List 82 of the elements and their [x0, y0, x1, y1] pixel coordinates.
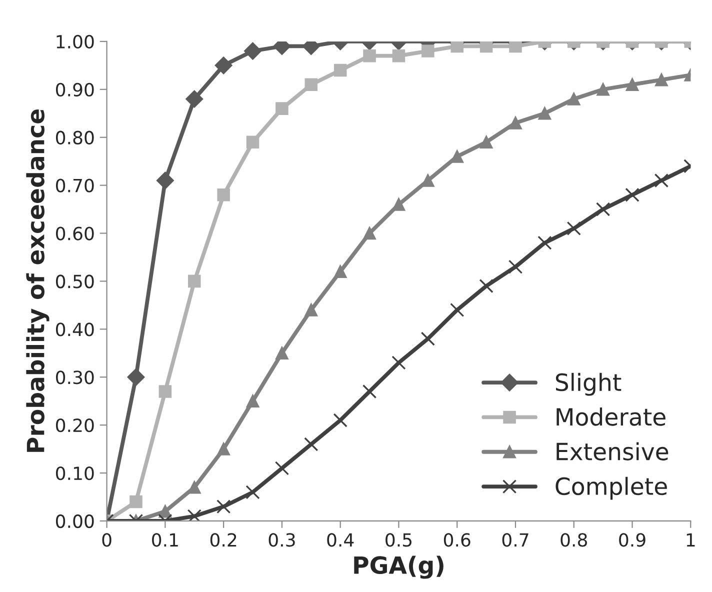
point — [156, 172, 174, 190]
point — [480, 41, 493, 53]
point — [187, 509, 202, 521]
y-tick-label: 0.30 — [56, 370, 94, 384]
point — [244, 42, 262, 60]
y-tick-label: 0.90 — [56, 82, 94, 97]
point — [217, 188, 230, 202]
point — [450, 41, 464, 53]
x-tick-label: 0.4 — [327, 533, 354, 547]
point — [304, 304, 318, 316]
y-tick-label: 0.80 — [56, 130, 94, 144]
point — [596, 83, 610, 96]
point — [246, 136, 260, 149]
point — [422, 174, 434, 187]
x-axis-title: PGA(g) — [354, 556, 444, 579]
point — [450, 150, 464, 163]
point — [276, 102, 288, 115]
point — [158, 504, 172, 518]
point — [392, 49, 406, 62]
point — [130, 495, 142, 508]
point — [333, 413, 348, 428]
point — [596, 202, 610, 216]
x-tick-label: 0.6 — [444, 533, 470, 547]
point — [480, 136, 493, 149]
point — [186, 90, 204, 108]
point — [304, 78, 318, 91]
y-tick-label: 0.20 — [56, 418, 94, 432]
point — [158, 385, 172, 398]
y-tick-label: 0.40 — [56, 322, 94, 336]
x-tick-label: 1 — [686, 533, 695, 546]
point — [246, 394, 260, 408]
x-tick-label: 0 — [102, 533, 112, 547]
point — [508, 260, 523, 274]
point — [127, 368, 145, 386]
point — [334, 64, 347, 77]
point — [217, 442, 230, 456]
legend-label: Slight — [556, 372, 622, 396]
y-tick-label: 1.00 — [56, 34, 94, 49]
y-tick-label: 0.00 — [56, 514, 94, 528]
point — [509, 41, 522, 53]
x-tick-label: 0.1 — [152, 533, 178, 547]
point — [420, 332, 435, 346]
x-tick-label: 0.7 — [502, 533, 528, 547]
point — [304, 437, 318, 452]
point — [392, 198, 406, 211]
x-tick-label: 0.8 — [560, 533, 587, 547]
point — [625, 188, 640, 202]
point — [626, 78, 639, 91]
x-tick-label: 0.9 — [619, 533, 646, 547]
point — [509, 116, 522, 130]
point — [450, 302, 464, 318]
point — [274, 461, 290, 476]
point — [654, 173, 669, 188]
point — [566, 221, 581, 236]
point — [538, 106, 552, 120]
point — [216, 499, 231, 514]
point — [567, 92, 580, 106]
y-tick-label: 0.60 — [56, 226, 94, 240]
point — [392, 356, 406, 370]
point — [538, 236, 552, 250]
legend-label: Extensive — [556, 442, 668, 460]
x-tick-label: 0.3 — [268, 533, 295, 547]
point — [188, 481, 201, 494]
point — [655, 73, 668, 86]
point — [479, 278, 494, 294]
y-axis-title: Probability of exceedance — [26, 109, 50, 452]
point — [363, 49, 376, 62]
point — [188, 274, 201, 288]
point — [363, 226, 376, 240]
point — [246, 485, 260, 500]
y-tick-label: 0.70 — [56, 178, 94, 192]
y-tick-label: 0.10 — [56, 466, 94, 480]
point — [214, 56, 232, 74]
x-tick-label: 0.5 — [386, 533, 412, 547]
point — [334, 265, 347, 278]
point — [276, 346, 288, 360]
x-tick-label: 0.2 — [210, 533, 236, 547]
legend-label: Moderate — [556, 408, 666, 426]
point — [422, 44, 434, 58]
legend-label: Complete — [556, 476, 667, 500]
point — [362, 384, 377, 399]
y-tick-label: 0.50 — [56, 274, 94, 288]
